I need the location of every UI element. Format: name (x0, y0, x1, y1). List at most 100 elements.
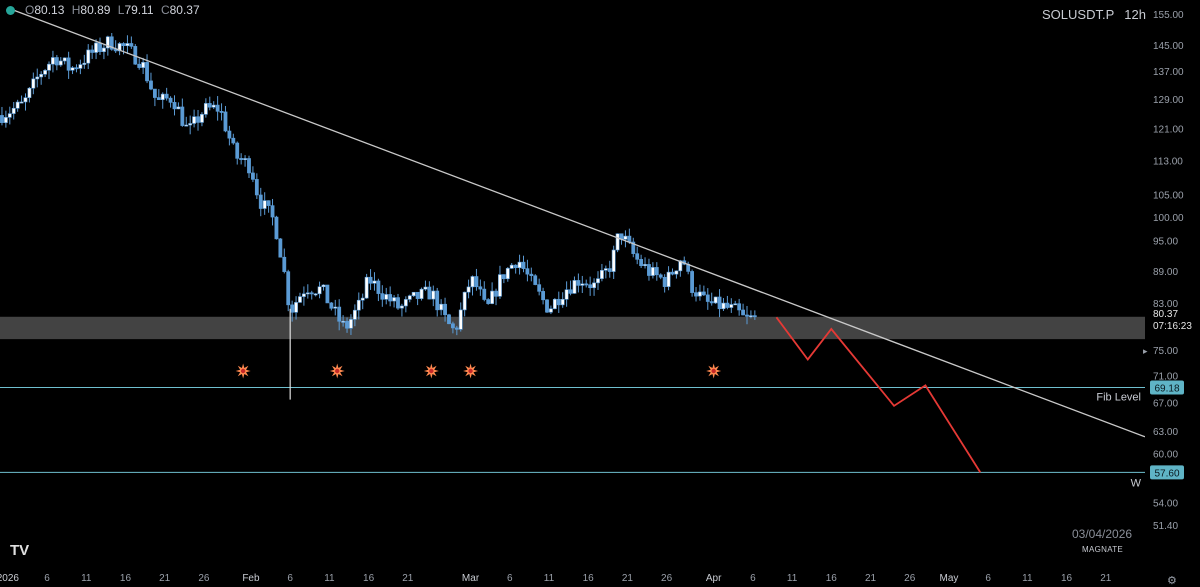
candle-body (584, 283, 589, 286)
time-tick-label: 6 (44, 573, 50, 584)
candle-body (694, 292, 698, 297)
candle (458, 302, 463, 332)
candle (356, 292, 361, 320)
candle-body (596, 278, 600, 284)
candle (521, 255, 526, 273)
candle-body (568, 289, 573, 294)
candle (66, 51, 71, 79)
candle (470, 275, 475, 296)
level-label: W (1131, 477, 1142, 489)
candle-body (521, 261, 526, 269)
candle-body (43, 70, 47, 75)
candle-body (70, 67, 75, 71)
status-dot-icon (6, 6, 15, 15)
time-tick-label: 16 (583, 573, 595, 584)
candle (301, 286, 306, 306)
time-tick-label: 16 (120, 573, 132, 584)
candle (709, 292, 714, 306)
level-label: Fib Level (1096, 392, 1141, 404)
candle (694, 287, 698, 302)
candle-body (427, 286, 432, 300)
candle (27, 87, 32, 103)
gear-icon[interactable]: ⚙ (1167, 575, 1177, 587)
candle (352, 304, 357, 327)
price-tick-label: 75.00 (1153, 346, 1178, 357)
time-tick-label: 21 (402, 573, 414, 584)
candle-body (517, 261, 522, 269)
candle-body (631, 241, 636, 254)
candle (454, 325, 459, 336)
candle-body (513, 264, 518, 269)
candle (121, 42, 126, 55)
candle (0, 106, 4, 126)
candle-body (360, 297, 365, 301)
candle-body (333, 306, 338, 309)
candle (717, 289, 722, 318)
candle (270, 198, 275, 226)
candle-body (7, 113, 12, 118)
candle (39, 71, 44, 85)
price-axis-background (1145, 0, 1200, 586)
candle (666, 266, 671, 291)
candle-body (741, 309, 745, 316)
candle (435, 287, 440, 317)
price-tick-label: 105.00 (1153, 190, 1184, 201)
candle (215, 96, 220, 121)
bar-countdown-label: 07:16:23 (1153, 321, 1192, 332)
candle (180, 98, 185, 127)
candle-body (90, 49, 95, 53)
candle (192, 109, 197, 128)
candle-body (215, 104, 220, 112)
candle (611, 245, 616, 279)
time-tick-label: 11 (81, 573, 92, 584)
candle (231, 133, 236, 145)
time-tick-label: May (939, 573, 958, 584)
candle-body (403, 299, 408, 307)
price-tick-label: 95.00 (1153, 237, 1178, 248)
candle-body (486, 299, 491, 304)
candle (576, 273, 581, 293)
candle (439, 299, 444, 316)
time-tick-label: 11 (1022, 573, 1033, 584)
price-tick-label: 129.00 (1153, 95, 1184, 106)
support-touch-marker (235, 363, 251, 379)
candle (262, 192, 267, 215)
candle-body (713, 296, 718, 304)
candle-body (203, 103, 208, 115)
axis-arrow-icon: ▸ (1143, 346, 1148, 356)
candle (388, 286, 393, 307)
candle (368, 269, 373, 290)
symbol-label[interactable]: SOLUSDT.P 12h (1042, 7, 1146, 22)
candle-body (670, 271, 675, 275)
time-tick-label: 11 (787, 573, 798, 584)
candle-body (129, 43, 134, 47)
candle (333, 299, 338, 316)
candle (690, 269, 694, 297)
candle (403, 296, 408, 313)
candle (596, 271, 600, 290)
price-tick-label: 155.00 (1153, 10, 1184, 21)
candle (529, 267, 534, 282)
level-badge (1150, 465, 1184, 480)
candle (31, 72, 36, 95)
price-tick-label: 113.00 (1153, 156, 1183, 167)
candle-body (588, 284, 593, 289)
candle-body (435, 290, 440, 311)
candle-body (254, 179, 259, 196)
price-tick-label: 63.00 (1153, 427, 1178, 438)
candle-body (231, 137, 236, 144)
candle-body (482, 288, 487, 300)
open-value: 80.13 (34, 3, 65, 17)
candle (7, 106, 12, 125)
candle (396, 293, 400, 310)
candle-body (247, 158, 251, 174)
candle (698, 284, 702, 301)
candle-body (662, 276, 667, 287)
close-label: C (160, 3, 170, 17)
candle (243, 155, 247, 167)
candle (447, 313, 451, 325)
candle-body (270, 205, 275, 218)
candle-body (623, 235, 628, 240)
tradingview-logo[interactable]: TV (10, 542, 30, 559)
